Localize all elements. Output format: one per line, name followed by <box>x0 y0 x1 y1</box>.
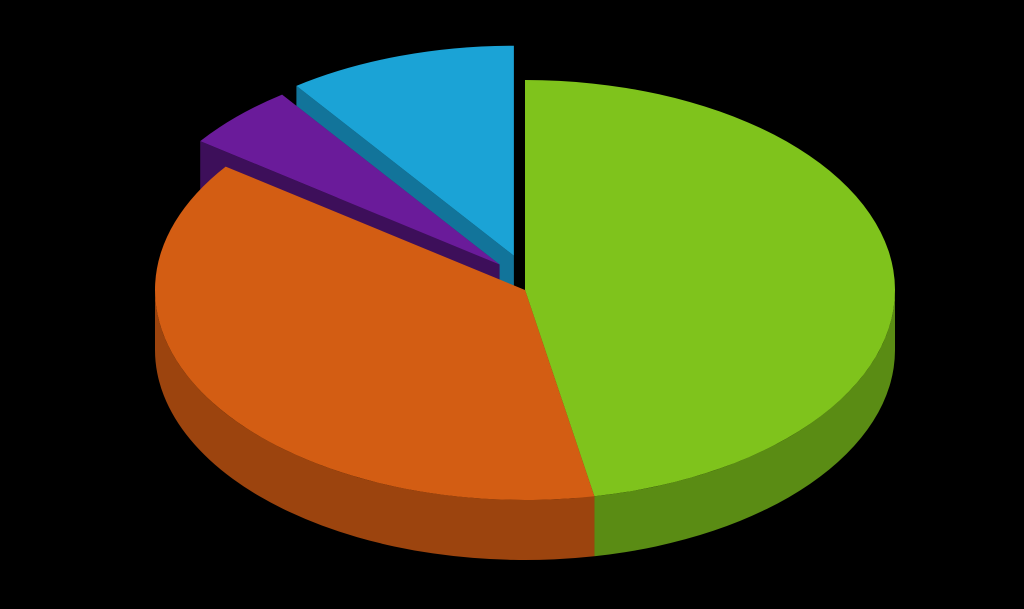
pie-chart-3d <box>0 0 1024 609</box>
